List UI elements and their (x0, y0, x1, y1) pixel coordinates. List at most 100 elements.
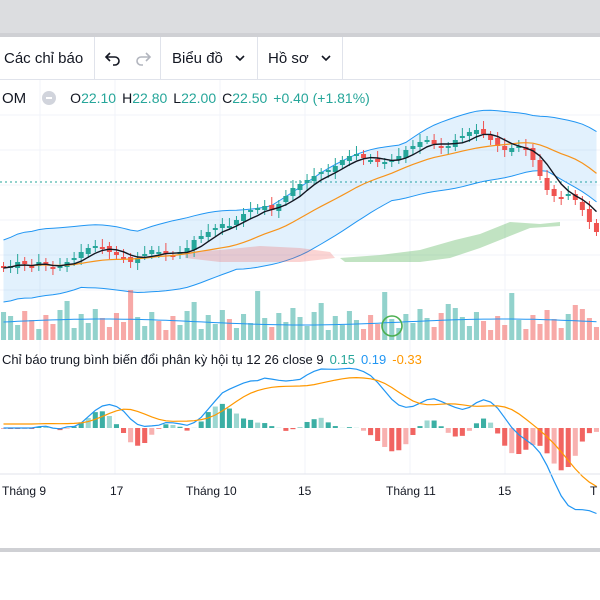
volume-bar (85, 323, 91, 340)
macd-histogram-bar (382, 428, 388, 447)
macd-histogram-bar (481, 418, 487, 428)
time-axis-label: 17 (110, 484, 124, 498)
candle-body (156, 252, 162, 254)
volume-bar (57, 310, 63, 340)
candle-body (502, 146, 508, 150)
candle-body (219, 224, 225, 228)
candle-body (212, 228, 218, 230)
time-axis-label: Tháng 11 (386, 484, 436, 498)
macd-histogram-bar (586, 428, 592, 434)
volume-moving-average (3, 318, 597, 326)
macd-histogram-bar (459, 428, 465, 436)
macd-title: Chỉ báo trung bình biến đổi phân kỳ hội … (2, 352, 324, 367)
indicators-button[interactable]: Các chỉ báo (4, 37, 83, 79)
macd-histogram-bar (290, 428, 296, 430)
candle-body (558, 197, 564, 199)
macd-histogram-bar (85, 418, 91, 428)
candle-body (71, 258, 77, 260)
undo-button[interactable] (102, 37, 124, 79)
macd-histogram-bar (325, 422, 331, 428)
candle-body (361, 154, 367, 158)
candle-body (431, 140, 437, 144)
legend-collapse-button[interactable] (42, 91, 57, 105)
volume-bar (473, 312, 479, 340)
macd-histogram-bar (368, 428, 374, 436)
candle-body (57, 266, 63, 268)
toolbar-divider (160, 37, 161, 79)
macd-histogram-bar (431, 420, 437, 428)
profile-menu-button[interactable]: Hồ sơ (268, 37, 333, 79)
candle-body (198, 236, 204, 239)
volume-bar (113, 313, 119, 340)
macd-histogram-bar (163, 424, 169, 428)
candle-body (283, 196, 289, 202)
chart-menu-button[interactable]: Biểu đồ (172, 37, 247, 79)
candle-body (184, 248, 190, 252)
time-axis-label: T (590, 484, 598, 498)
candle-body (205, 232, 211, 237)
macd-histogram-bar (92, 412, 98, 428)
volume-bar (523, 329, 529, 340)
window-frame-top (0, 0, 600, 37)
macd-histogram-bar (346, 427, 352, 428)
toolbar-divider (94, 37, 95, 79)
macd-histogram-bar (170, 424, 176, 428)
bollinger-band-fill (3, 110, 597, 302)
candle-body (226, 226, 232, 228)
macd-histogram-bar (565, 428, 571, 468)
volume-bar (156, 321, 162, 340)
candle-body (325, 170, 331, 172)
bollinger-lower-line (3, 170, 597, 303)
candle-body (565, 194, 571, 196)
volume-bar (255, 291, 261, 340)
candle-body (459, 136, 465, 138)
volume-bar (205, 315, 211, 340)
macd-histogram-bar (248, 419, 254, 428)
volume-bar (121, 322, 127, 340)
candle-body (382, 162, 388, 164)
candle-body (481, 129, 487, 134)
candle-body (142, 254, 148, 256)
volume-bar (92, 309, 98, 340)
close-value: 22.50 (232, 90, 268, 106)
macd-histogram-bar (473, 423, 479, 428)
volume-bar (431, 327, 437, 340)
candle-body (149, 250, 155, 254)
macd-histogram-bar (410, 428, 416, 435)
volume-bar (502, 325, 508, 340)
volume-bar (149, 312, 155, 340)
volume-bar (29, 320, 35, 340)
volume-bar (509, 293, 515, 340)
volume-bar (8, 316, 14, 340)
candle-body (544, 178, 550, 190)
moving-average-fast (3, 133, 597, 269)
volume-bar (445, 304, 451, 340)
candle-body (346, 156, 352, 161)
price-chart[interactable] (0, 80, 600, 550)
volume-bar (579, 309, 585, 340)
volume-bar (586, 318, 592, 340)
candle-body (417, 142, 423, 147)
volume-bar (22, 311, 28, 340)
macd-histogram-bar (572, 428, 578, 456)
candle-body (269, 205, 275, 210)
macd-histogram-bar (452, 428, 458, 437)
volume-bar (382, 292, 388, 340)
macd-histogram-bar (396, 428, 402, 451)
volume-bar (226, 319, 232, 340)
symbol-name: OM (2, 89, 27, 107)
volume-bar (361, 329, 367, 340)
volume-bar (170, 316, 176, 340)
volume-bar (198, 329, 204, 340)
volume-bar (346, 311, 352, 340)
cloud-green (340, 222, 560, 262)
volume-bar (1, 312, 7, 340)
volume-bar (212, 324, 218, 340)
candle-body (1, 266, 7, 268)
moving-average-slow (3, 142, 597, 269)
volume-bar (424, 318, 430, 340)
volume-bar (276, 313, 282, 340)
volume-bar (353, 320, 359, 340)
redo-button[interactable] (132, 37, 154, 79)
macd-histogram-bar (551, 428, 557, 464)
